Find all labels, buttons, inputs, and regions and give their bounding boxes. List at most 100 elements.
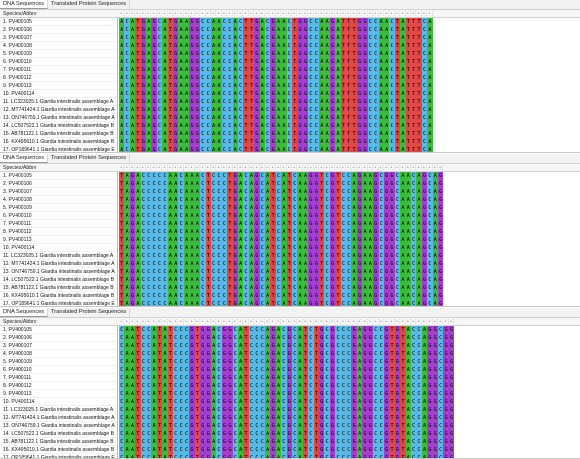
nucleotide-cell[interactable]: C <box>313 106 320 114</box>
nucleotide-cell[interactable]: C <box>119 326 125 334</box>
nucleotide-cell[interactable]: G <box>313 300 320 307</box>
nucleotide-cell[interactable]: G <box>254 196 260 204</box>
nucleotide-cell[interactable]: C <box>205 66 211 74</box>
nucleotide-cell[interactable]: A <box>297 220 303 228</box>
nucleotide-cell[interactable]: T <box>394 74 401 82</box>
nucleotide-cell[interactable]: T <box>351 130 357 138</box>
nucleotide-cell[interactable]: A <box>421 414 428 422</box>
nucleotide-cell[interactable]: G <box>129 252 136 260</box>
nucleotide-cell[interactable]: T <box>346 42 352 50</box>
nucleotide-cell[interactable]: C <box>248 398 255 406</box>
nucleotide-cell[interactable]: C <box>275 268 282 276</box>
nucleotide-cell[interactable]: A <box>210 82 217 90</box>
nucleotide-cell[interactable]: C <box>427 220 433 228</box>
nucleotide-cell[interactable]: G <box>227 382 233 390</box>
sequence-name[interactable]: 15. AB781122.1 Giardia intestinalis asse… <box>0 284 117 292</box>
nucleotide-cell[interactable]: A <box>135 268 141 276</box>
nucleotide-cell[interactable]: G <box>329 300 336 307</box>
nucleotide-cell[interactable]: A <box>232 26 238 34</box>
nucleotide-cell[interactable]: G <box>205 398 211 406</box>
nucleotide-cell[interactable]: G <box>297 50 303 58</box>
nucleotide-cell[interactable]: T <box>400 374 406 382</box>
nucleotide-cell[interactable]: A <box>275 398 282 406</box>
nucleotide-cell[interactable]: A <box>405 446 411 454</box>
nucleotide-cell[interactable]: A <box>367 228 374 236</box>
nucleotide-cell[interactable]: A <box>129 106 136 114</box>
sequence-name[interactable]: 9. PV400113 <box>0 82 117 90</box>
nucleotide-cell[interactable]: A <box>237 212 244 220</box>
nucleotide-cell[interactable]: A <box>297 212 303 220</box>
nucleotide-cell[interactable]: C <box>313 26 320 34</box>
nucleotide-cell[interactable]: C <box>146 244 152 252</box>
nucleotide-cell[interactable]: A <box>183 212 190 220</box>
nucleotide-cell[interactable]: G <box>356 292 363 300</box>
nucleotide-cell[interactable]: A <box>162 358 168 366</box>
nucleotide-cell[interactable]: A <box>335 122 341 130</box>
nucleotide-cell[interactable]: C <box>216 358 222 366</box>
nucleotide-cell[interactable]: G <box>448 414 455 422</box>
nucleotide-cell[interactable]: T <box>135 90 141 98</box>
nucleotide-cell[interactable]: C <box>394 236 401 244</box>
nucleotide-cell[interactable]: T <box>346 26 352 34</box>
nucleotide-cell[interactable]: G <box>329 138 336 146</box>
nucleotide-cell[interactable]: C <box>292 196 298 204</box>
nucleotide-cell[interactable]: T <box>410 114 417 122</box>
nucleotide-cell[interactable]: T <box>119 268 125 276</box>
nucleotide-cell[interactable]: C <box>437 382 444 390</box>
nucleotide-cell[interactable]: C <box>367 114 374 122</box>
nucleotide-cell[interactable]: T <box>346 58 352 66</box>
nucleotide-cell[interactable]: G <box>297 90 303 98</box>
nucleotide-cell[interactable]: G <box>329 252 336 260</box>
nucleotide-cell[interactable]: A <box>210 18 217 26</box>
nucleotide-cell[interactable]: G <box>129 204 136 212</box>
nucleotide-cell[interactable]: A <box>129 366 136 374</box>
nucleotide-cell[interactable]: A <box>351 276 357 284</box>
nucleotide-cell[interactable]: A <box>275 42 282 50</box>
nucleotide-cell[interactable]: C <box>259 390 265 398</box>
nucleotide-cell[interactable]: A <box>400 212 406 220</box>
nucleotide-cell[interactable]: T <box>205 252 211 260</box>
nucleotide-cell[interactable]: G <box>362 122 368 130</box>
nucleotide-cell[interactable]: T <box>135 350 141 358</box>
nucleotide-cell[interactable]: G <box>383 276 390 284</box>
nucleotide-cell[interactable]: A <box>275 122 282 130</box>
nucleotide-cell[interactable]: T <box>194 390 201 398</box>
nucleotide-cell[interactable]: A <box>405 438 411 446</box>
nucleotide-cell[interactable]: C <box>264 138 271 146</box>
nucleotide-cell[interactable]: G <box>200 398 206 406</box>
nucleotide-cell[interactable]: A <box>281 90 287 98</box>
nucleotide-cell[interactable]: C <box>410 196 417 204</box>
nucleotide-cell[interactable]: C <box>259 446 265 454</box>
nucleotide-cell[interactable]: T <box>389 382 395 390</box>
nucleotide-cell[interactable]: C <box>410 334 417 342</box>
nucleotide-cell[interactable]: C <box>324 382 330 390</box>
nucleotide-cell[interactable]: A <box>405 196 411 204</box>
nucleotide-cell[interactable]: T <box>319 300 325 307</box>
nucleotide-cell[interactable]: A <box>232 18 238 26</box>
nucleotide-cell[interactable]: C <box>162 268 168 276</box>
nucleotide-cell[interactable]: G <box>427 406 433 414</box>
nucleotide-cell[interactable]: A <box>151 374 157 382</box>
nucleotide-cell[interactable]: C <box>216 228 222 236</box>
nucleotide-cell[interactable]: G <box>227 454 233 458</box>
nucleotide-cell[interactable]: G <box>383 172 390 180</box>
nucleotide-cell[interactable]: A <box>297 276 303 284</box>
nucleotide-cell[interactable]: C <box>275 204 282 212</box>
nucleotide-cell[interactable]: G <box>362 114 368 122</box>
nucleotide-cell[interactable]: C <box>227 138 233 146</box>
nucleotide-cell[interactable]: A <box>210 138 217 146</box>
nucleotide-cell[interactable]: A <box>367 284 374 292</box>
nucleotide-cell[interactable]: T <box>243 82 249 90</box>
nucleotide-cell[interactable]: A <box>302 188 309 196</box>
nucleotide-cell[interactable]: C <box>221 90 228 98</box>
nucleotide-cell[interactable]: C <box>335 430 341 438</box>
nucleotide-cell[interactable]: T <box>335 284 341 292</box>
nucleotide-cell[interactable]: C <box>183 430 190 438</box>
nucleotide-cell[interactable]: C <box>232 326 238 334</box>
nucleotide-cell[interactable]: T <box>167 334 174 342</box>
nucleotide-cell[interactable]: A <box>416 284 422 292</box>
nucleotide-cell[interactable]: T <box>302 422 309 430</box>
nucleotide-cell[interactable]: G <box>308 284 314 292</box>
nucleotide-cell[interactable]: C <box>237 122 244 130</box>
nucleotide-cell[interactable]: A <box>178 66 184 74</box>
